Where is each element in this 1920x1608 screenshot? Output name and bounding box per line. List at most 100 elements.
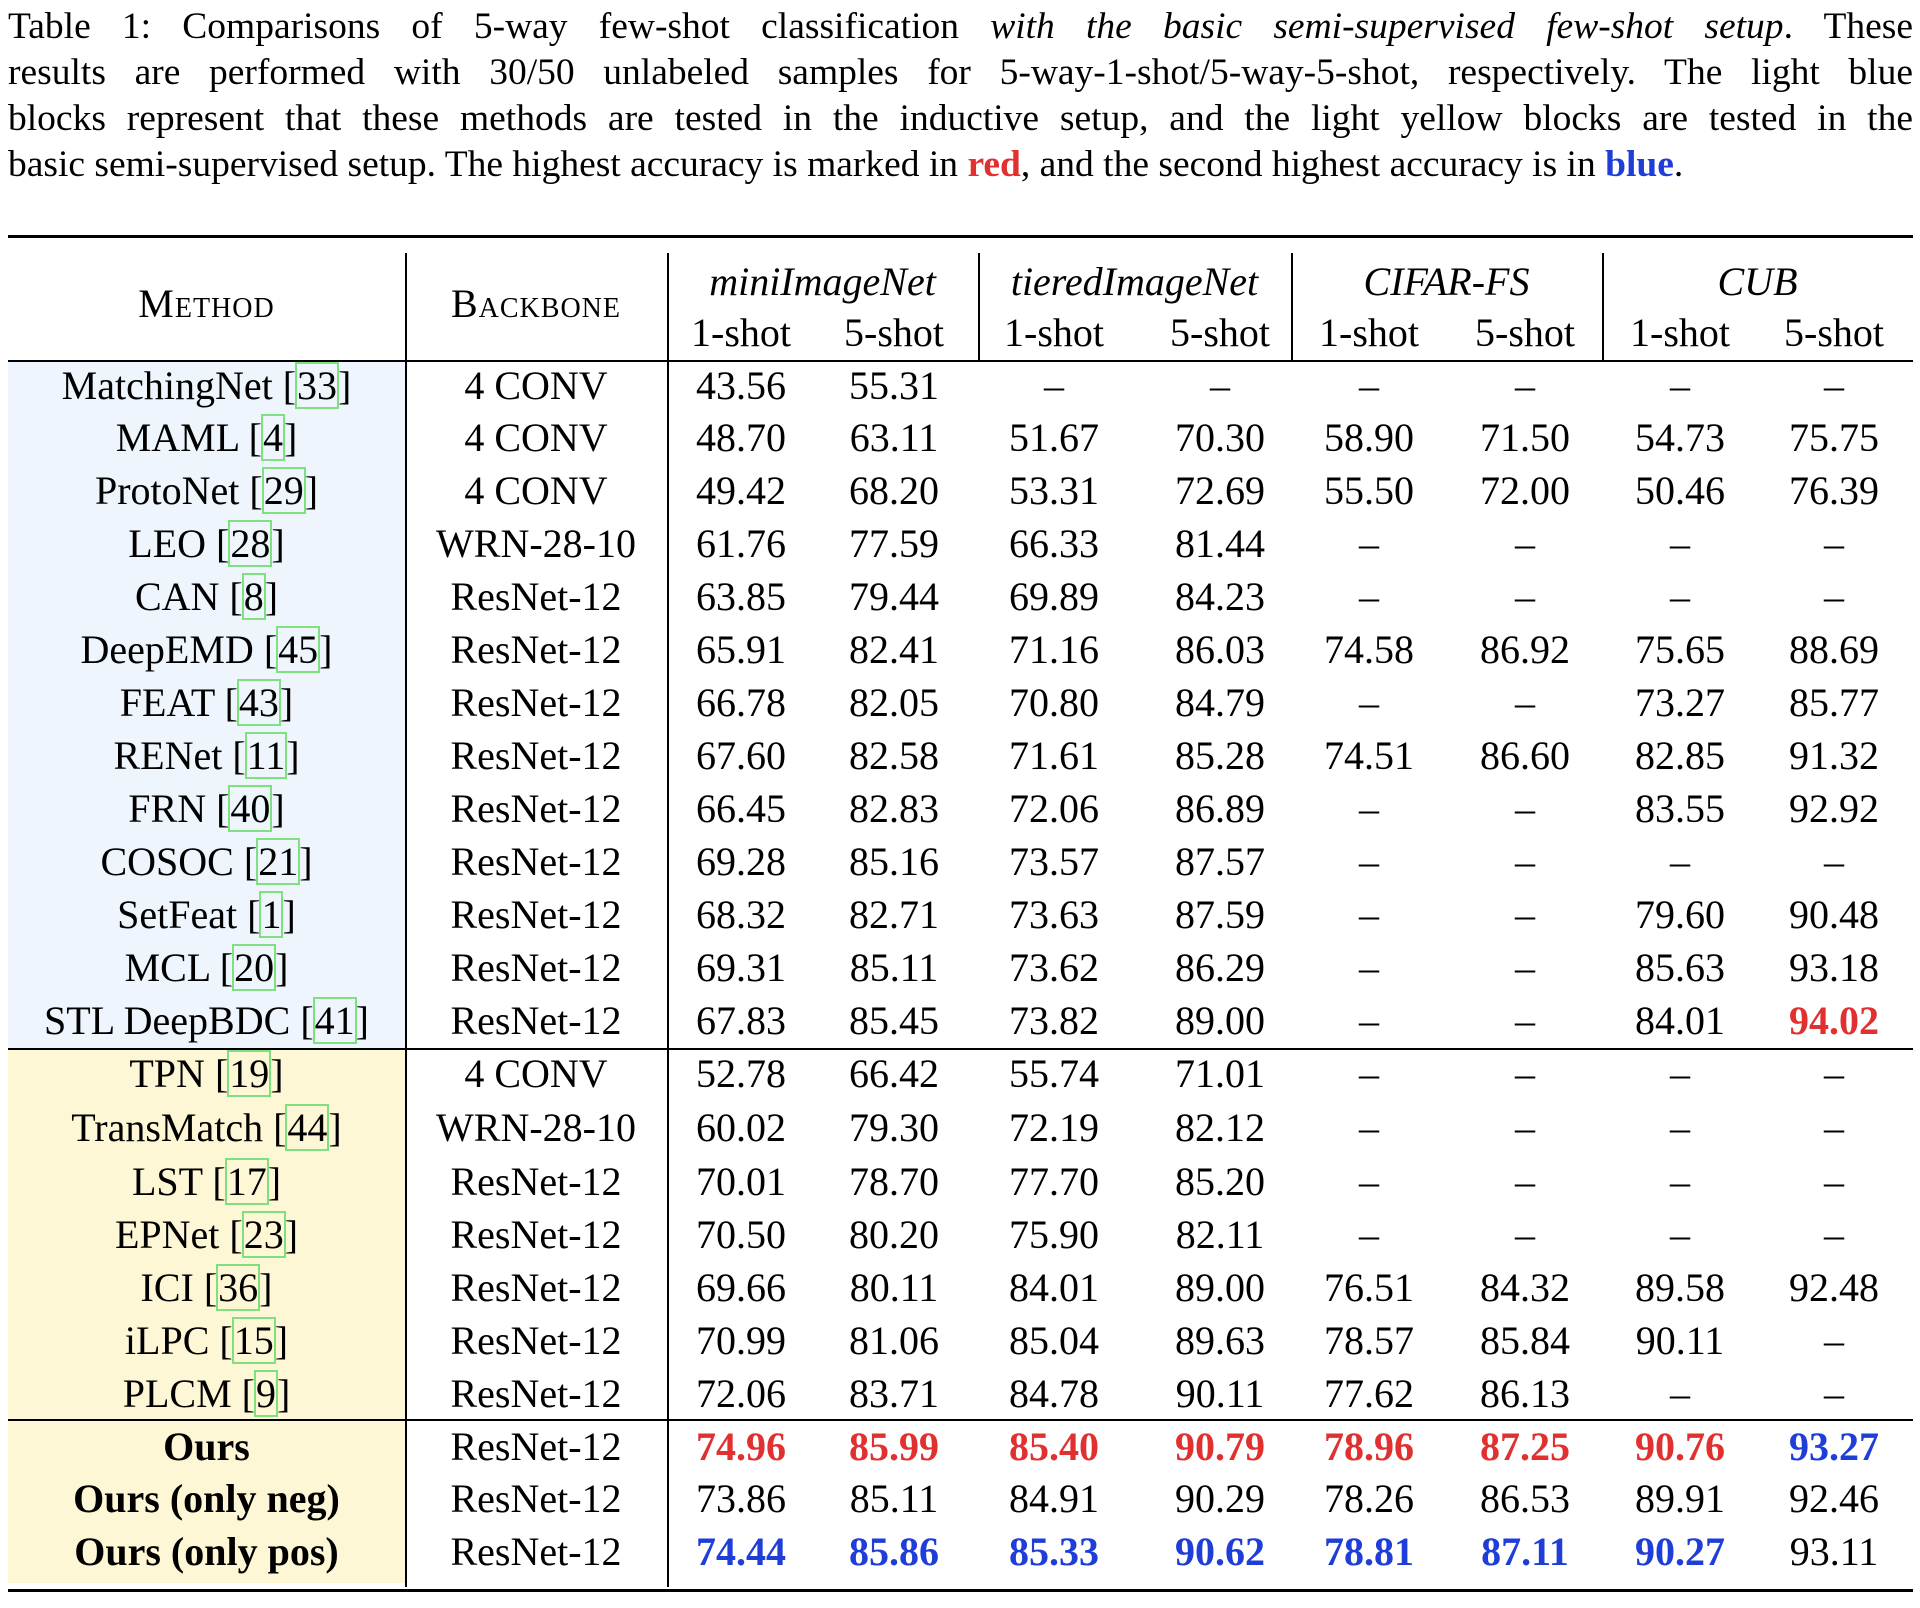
- accuracy-cell: –: [1359, 574, 1379, 619]
- citation-link[interactable]: 11: [244, 732, 288, 779]
- accuracy-cell: –: [1824, 1051, 1844, 1096]
- method-name: PLCM: [122, 1371, 242, 1416]
- accuracy-cell: 81.06: [849, 1318, 939, 1363]
- header-shot: 5-shot: [1475, 310, 1575, 355]
- accuracy-cell: 75.90: [1009, 1212, 1099, 1257]
- header-method: Method: [138, 281, 275, 326]
- accuracy-cell: –: [1515, 998, 1535, 1043]
- accuracy-cell: –: [1359, 998, 1379, 1043]
- header-shot: 1-shot: [1630, 310, 1730, 355]
- citation-link[interactable]: 28: [228, 520, 273, 567]
- citation-link[interactable]: 40: [228, 785, 273, 832]
- accuracy-cell: 83.55: [1635, 786, 1725, 831]
- accuracy-cell: 85.11: [849, 1476, 939, 1521]
- accuracy-cell: 86.03: [1175, 627, 1265, 672]
- accuracy-cell: 72.06: [1009, 786, 1099, 831]
- accuracy-cell: 63.11: [849, 415, 939, 460]
- method-name: DeepEMD: [80, 627, 264, 672]
- backbone-cell: ResNet-12: [450, 627, 622, 672]
- accuracy-cell: 70.99: [696, 1318, 786, 1363]
- accuracy-cell: –: [1670, 1051, 1690, 1096]
- method-name: MCL: [124, 945, 220, 990]
- accuracy-cell: –: [1670, 1105, 1690, 1150]
- accuracy-cell: 70.80: [1009, 680, 1099, 725]
- backbone-cell: WRN-28-10: [436, 1105, 636, 1150]
- method-name: LST: [131, 1159, 213, 1204]
- backbone-cell: 4 CONV: [464, 415, 608, 460]
- accuracy-cell: 82.41: [849, 627, 939, 672]
- header-shot: 5-shot: [1784, 310, 1884, 355]
- accuracy-cell: 84.91: [1009, 1476, 1099, 1521]
- accuracy-cell: 82.11: [1175, 1212, 1265, 1257]
- accuracy-cell: 85.11: [849, 945, 939, 990]
- column-divider: [1291, 253, 1293, 360]
- method-name: Ours: [163, 1424, 250, 1469]
- citation-link[interactable]: 1: [259, 891, 284, 938]
- accuracy-cell: 88.69: [1789, 627, 1879, 672]
- backbone-cell: ResNet-12: [450, 1265, 622, 1310]
- caption-line-3: blocks represent that these methods are …: [8, 98, 1913, 139]
- accuracy-cell: 69.28: [696, 839, 786, 884]
- accuracy-cell: –: [1515, 945, 1535, 990]
- accuracy-cell: 58.90: [1324, 415, 1414, 460]
- accuracy-cell: 87.25: [1480, 1424, 1570, 1469]
- citation-link[interactable]: 19: [227, 1050, 272, 1097]
- accuracy-cell: 78.57: [1324, 1318, 1414, 1363]
- citation-link[interactable]: 15: [231, 1317, 276, 1364]
- method-name: SetFeat: [117, 892, 248, 937]
- accuracy-cell: –: [1359, 1212, 1379, 1257]
- accuracy-cell: –: [1515, 1105, 1535, 1150]
- accuracy-cell: 85.04: [1009, 1318, 1099, 1363]
- accuracy-cell: 72.06: [696, 1371, 786, 1416]
- citation-link[interactable]: 17: [224, 1158, 269, 1205]
- method-name: RENet: [113, 733, 233, 778]
- accuracy-cell: 93.18: [1789, 945, 1879, 990]
- accuracy-cell: 73.57: [1009, 839, 1099, 884]
- citation-link[interactable]: 4: [260, 414, 285, 461]
- accuracy-cell: 68.32: [696, 892, 786, 937]
- backbone-cell: ResNet-12: [450, 892, 622, 937]
- method-name-cell: EPNet [23]: [114, 1211, 299, 1258]
- citation-link[interactable]: 9: [253, 1370, 278, 1417]
- accuracy-cell: –: [1359, 521, 1379, 566]
- citation-link[interactable]: 29: [261, 467, 306, 514]
- accuracy-cell: 73.82: [1009, 998, 1099, 1043]
- accuracy-cell: –: [1824, 1318, 1844, 1363]
- method-name-cell: PLCM [9]: [122, 1370, 291, 1417]
- accuracy-cell: 83.71: [849, 1371, 939, 1416]
- table-caption: Table 1: Comparisons of 5-way few-shot c…: [8, 4, 1913, 188]
- accuracy-cell: 86.60: [1480, 733, 1570, 778]
- citation-link[interactable]: 8: [241, 573, 266, 620]
- caption-red-word: red: [967, 144, 1021, 185]
- accuracy-cell: 78.96: [1324, 1424, 1414, 1469]
- accuracy-cell: 92.46: [1789, 1476, 1879, 1521]
- accuracy-cell: 90.79: [1175, 1424, 1265, 1469]
- citation-link[interactable]: 44: [285, 1104, 330, 1151]
- citation-link[interactable]: 33: [295, 362, 340, 409]
- citation-link[interactable]: 45: [276, 626, 321, 673]
- accuracy-cell: –: [1515, 363, 1535, 408]
- header-dataset-tieredimagenet: tieredImageNet: [1010, 259, 1259, 304]
- backbone-cell: ResNet-12: [450, 1159, 622, 1204]
- citation-link[interactable]: 20: [232, 944, 277, 991]
- column-divider: [1602, 253, 1604, 360]
- citation-link[interactable]: 23: [241, 1211, 286, 1258]
- accuracy-cell: 86.29: [1175, 945, 1265, 990]
- accuracy-cell: –: [1824, 574, 1844, 619]
- accuracy-cell: 75.75: [1789, 415, 1879, 460]
- accuracy-cell: 71.16: [1009, 627, 1099, 672]
- backbone-cell: ResNet-12: [450, 680, 622, 725]
- accuracy-cell: 84.79: [1175, 680, 1265, 725]
- citation-link[interactable]: 41: [312, 997, 357, 1044]
- method-name: Ours (only neg): [73, 1476, 340, 1521]
- accuracy-cell: 68.20: [849, 468, 939, 513]
- accuracy-cell: 70.50: [696, 1212, 786, 1257]
- accuracy-cell: 81.44: [1175, 521, 1265, 566]
- accuracy-cell: –: [1824, 1371, 1844, 1416]
- citation-link[interactable]: 36: [216, 1264, 261, 1311]
- accuracy-cell: 85.86: [849, 1529, 939, 1574]
- citation-link[interactable]: 43: [236, 679, 281, 726]
- citation-link[interactable]: 21: [256, 838, 301, 885]
- method-name-cell: Ours (only neg): [8, 1473, 405, 1525]
- accuracy-cell: 82.83: [849, 786, 939, 831]
